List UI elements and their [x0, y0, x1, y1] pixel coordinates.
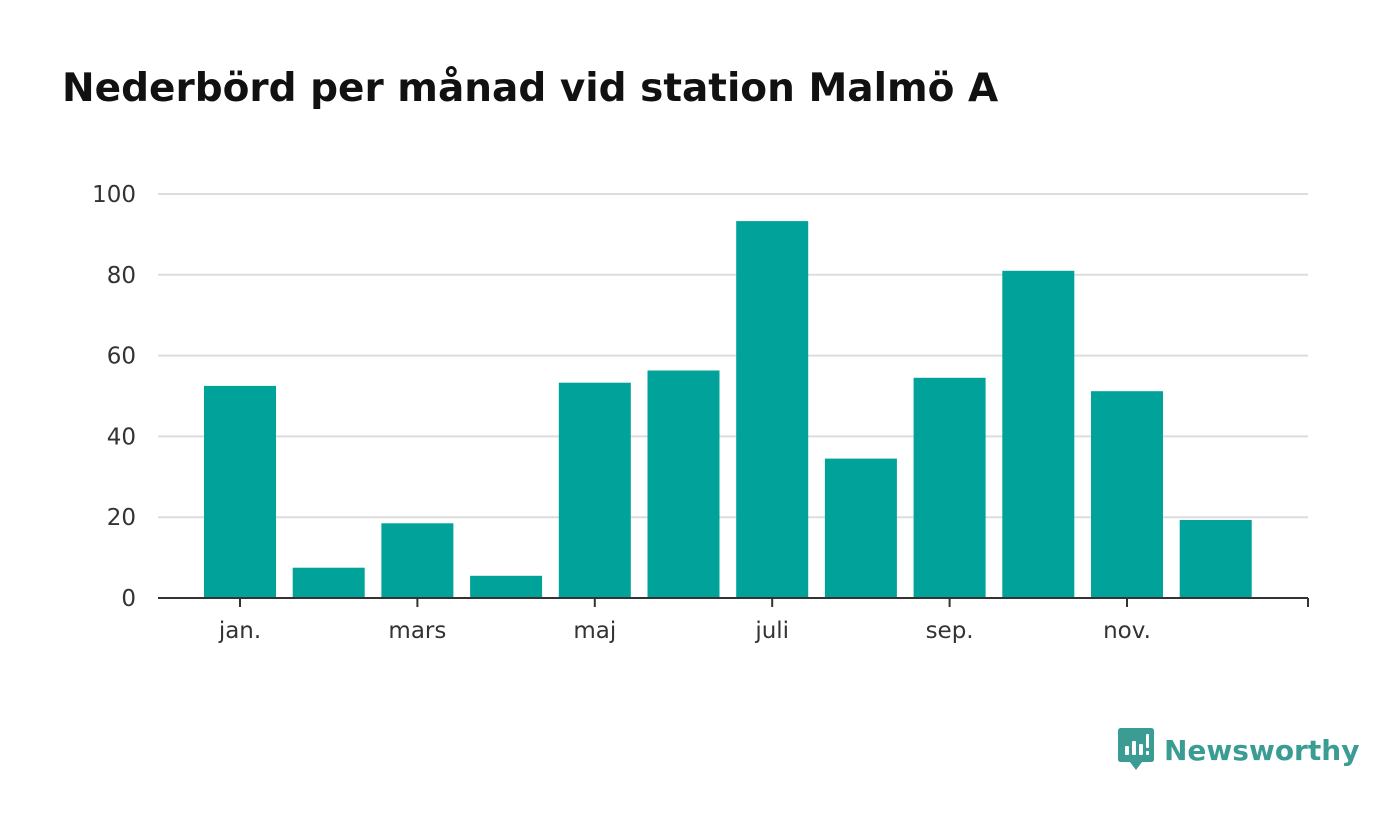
newsworthy-logo-icon	[1118, 728, 1154, 770]
bar-okt	[1002, 270, 1075, 598]
x-tick-label: maj	[573, 618, 616, 644]
y-axis-ticks: 0 20 40 60 80 100	[92, 182, 136, 612]
brand-logo: Newsworthy	[1118, 728, 1359, 772]
bar-juni	[647, 370, 720, 598]
bar-feb	[292, 567, 365, 598]
x-tick-label: jan.	[218, 618, 261, 644]
x-axis-ticks: jan. mars maj juli sep. nov.	[218, 598, 1151, 644]
bar-dec	[1179, 520, 1252, 598]
bar-jan	[204, 385, 276, 598]
bar-aug	[824, 458, 897, 598]
y-tick-label: 100	[92, 182, 136, 208]
bar-nov	[1091, 391, 1163, 598]
bar-sep	[913, 377, 986, 598]
x-tick-label: nov.	[1103, 618, 1151, 644]
y-tick-label: 20	[107, 505, 136, 531]
y-tick-label: 60	[107, 344, 136, 370]
bar-juli	[736, 221, 809, 598]
y-tick-label: 80	[107, 263, 136, 289]
x-tick-label: juli	[754, 618, 789, 644]
y-tick-label: 40	[107, 424, 136, 450]
x-tick-label: sep.	[926, 618, 974, 644]
y-tick-label: 0	[121, 586, 136, 612]
x-tick-label: mars	[388, 618, 446, 644]
brand-name: Newsworthy	[1164, 733, 1360, 767]
bars	[204, 221, 1252, 598]
chart-title: Nederbörd per månad vid station Malmö A	[62, 66, 999, 111]
x-axis	[158, 597, 1309, 607]
bar-apr	[470, 575, 543, 598]
bar-maj	[558, 382, 631, 598]
bar-mars	[381, 523, 454, 598]
